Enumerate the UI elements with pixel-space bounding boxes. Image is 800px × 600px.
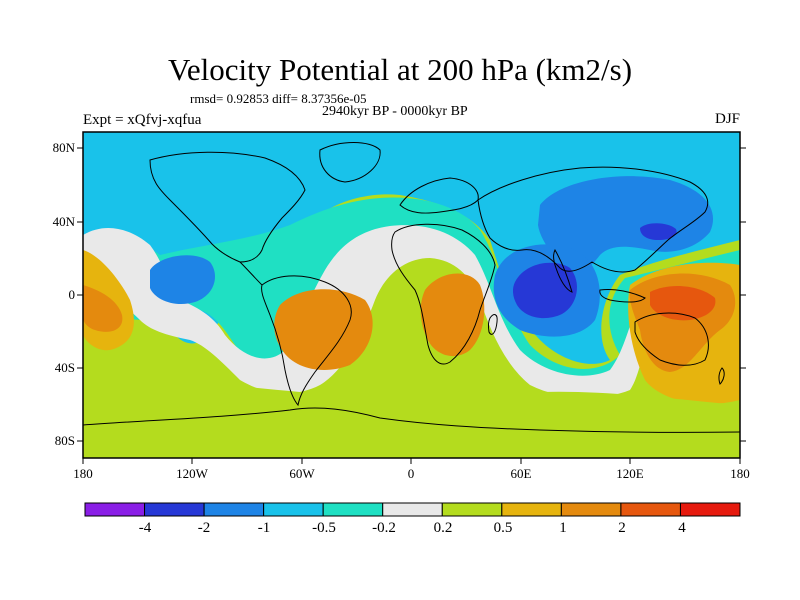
lon-label-60w: 60W	[289, 466, 315, 481]
lon-label-180w: 180	[73, 466, 93, 481]
colorbar-label: 1	[559, 520, 567, 536]
coast-central-america	[239, 261, 263, 286]
colorbar-label: -4	[138, 520, 152, 536]
lon-label-120w: 120W	[176, 466, 208, 481]
experiment-label: Expt = xQfvj-xqfua	[83, 112, 202, 128]
colorbar-label: 2	[618, 520, 626, 536]
season-label: DJF	[714, 111, 740, 127]
colorbar-swatch	[203, 502, 265, 517]
coast-asia	[477, 166, 709, 273]
colorbar-label: -2	[197, 520, 211, 536]
velocity-potential-field	[83, 132, 740, 458]
field-japan-deepblue	[640, 223, 677, 240]
field-south-america-orange	[274, 289, 373, 370]
lat-label-40s: 40S	[54, 360, 75, 375]
colorbar-label: 0.5	[493, 520, 513, 536]
lat-label-40n: 40N	[52, 214, 75, 229]
lat-label-80s: 80S	[54, 433, 75, 448]
coast-greenland	[319, 142, 381, 183]
colorbar-swatch	[84, 502, 146, 517]
coast-north-america	[149, 151, 306, 263]
lat-label-0: 0	[68, 287, 76, 302]
colorbar-swatch	[441, 502, 503, 517]
coast-antarctica	[83, 407, 740, 433]
coast-india	[553, 248, 573, 293]
coast-africa	[391, 223, 496, 365]
field-cyan-band	[83, 197, 740, 389]
lat-label-80n: 80N	[52, 140, 75, 155]
colorbar-swatch	[382, 502, 443, 517]
colorbar-swatch	[560, 502, 622, 517]
colorbar	[84, 502, 741, 517]
coast-madagascar	[487, 314, 498, 335]
colorbar-label: -0.2	[372, 520, 396, 536]
lon-label-0: 0	[407, 466, 415, 481]
colorbar-label: -1	[257, 520, 271, 536]
map-ticks	[77, 147, 746, 464]
colorbar-swatch	[263, 502, 324, 517]
rmsd-diff-text: rmsd= 0.92853 diff= 8.37356e-05	[190, 91, 367, 106]
coast-australia	[634, 312, 709, 366]
colorbar-label: -0.5	[312, 520, 336, 536]
field-indian-deepblue	[512, 262, 577, 319]
colorbar-swatch	[144, 502, 205, 517]
map-title: Velocity Potential at 200 hPa (km2/s)	[167, 52, 633, 87]
colorbar-label: 0.2	[433, 520, 453, 536]
field-asia-blue	[538, 176, 714, 272]
field-africa-orange	[420, 273, 485, 357]
colorbar-swatch	[322, 502, 384, 517]
coast-indonesia	[599, 289, 646, 303]
field-south-green	[83, 378, 740, 458]
field-east-pacific-orange	[83, 285, 123, 332]
period-label: 2940kyr BP - 0000kyr BP	[322, 104, 468, 119]
field-maritime-red	[650, 286, 716, 321]
colorbar-swatch	[501, 502, 562, 517]
colorbar-swatch	[679, 502, 741, 517]
lon-label-60e: 60E	[510, 466, 532, 481]
field-neutral-band	[83, 225, 740, 398]
colorbar-label: 4	[678, 520, 686, 536]
lon-label-180e: 180	[730, 466, 750, 481]
coastlines	[83, 142, 740, 433]
field-pacific-blue	[150, 255, 215, 305]
colorbar-swatch	[620, 502, 681, 517]
coast-south-america	[261, 275, 352, 407]
coast-new-zealand	[718, 367, 725, 385]
lon-label-120e: 120E	[616, 466, 644, 481]
